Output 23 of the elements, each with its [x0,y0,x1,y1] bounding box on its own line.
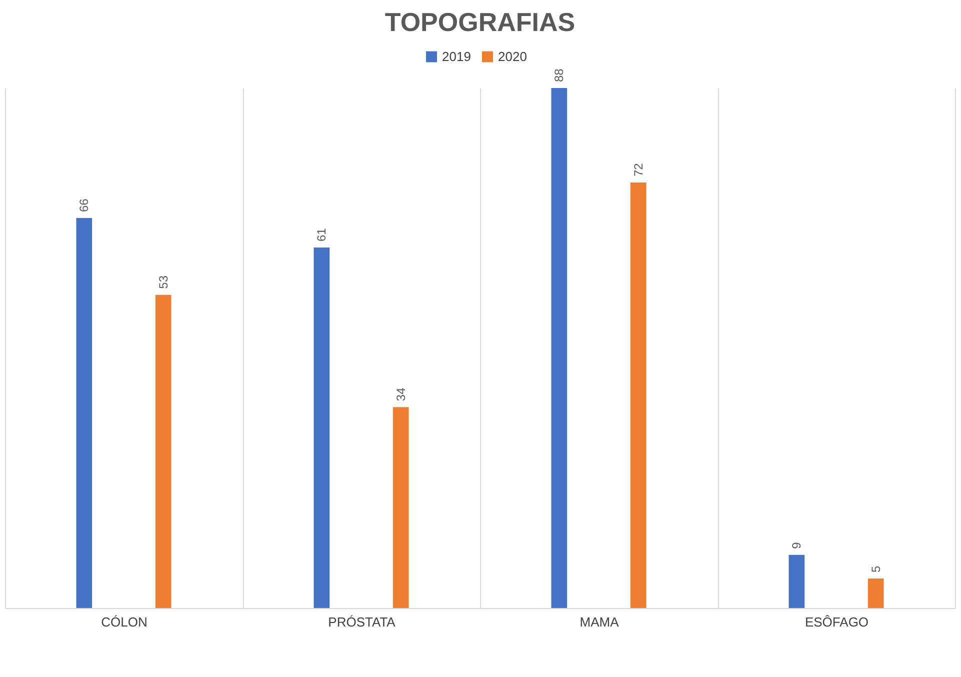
data-label: 61 [314,228,329,242]
bar [392,407,409,608]
data-label: 9 [790,542,804,549]
bar [314,248,330,608]
data-label: 66 [77,198,92,212]
bar [551,88,568,608]
bar [76,218,92,608]
data-label: 72 [631,162,646,177]
bar [788,554,805,608]
data-label: 34 [394,387,408,402]
chart-title: TOPOGRAFIAS [384,7,576,37]
data-label: 88 [552,68,566,82]
bar [630,182,646,608]
x-tick-label: ESÔFAGO [804,614,869,630]
x-tick-label: PRÓSTATA [328,614,396,630]
data-label: 53 [156,275,170,289]
data-label: 5 [868,565,883,572]
legend-label: 2020 [498,48,527,64]
bar [155,294,172,608]
bar [868,578,884,608]
x-tick-label: MAMA [580,614,620,630]
x-tick-label: CÓLON [101,614,148,630]
legend-label: 2019 [442,48,471,64]
